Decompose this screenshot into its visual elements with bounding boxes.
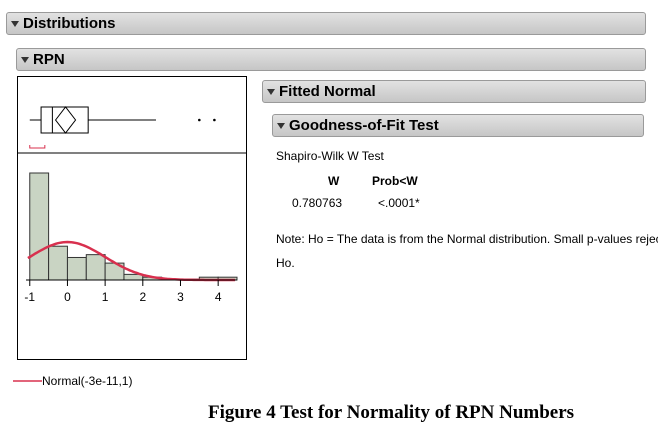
rpn-title: RPN	[33, 51, 65, 68]
histogram-bar-1	[48, 245, 68, 281]
prob-column-header: Prob<W	[372, 174, 418, 188]
histogram-bars	[29, 172, 238, 281]
fitted-normal-title: Fitted Normal	[279, 83, 376, 100]
shortest-half-bracket	[29, 145, 46, 149]
distributions-header[interactable]: Distributions	[6, 12, 646, 35]
disclosure-triangle-icon[interactable]	[267, 89, 275, 96]
outlier-point	[198, 118, 201, 122]
disclosure-triangle-icon[interactable]	[277, 123, 285, 130]
histogram-bar-2	[66, 256, 87, 281]
box-plot	[29, 106, 216, 149]
x-tick-label: 2	[139, 290, 146, 304]
w-column-header: W	[328, 174, 340, 188]
histogram-bar-3	[85, 254, 106, 281]
legend-label: Normal(-3e-11,1)	[42, 374, 133, 388]
figure-caption: Figure 4 Test for Normality of RPN Numbe…	[208, 402, 575, 423]
goodness-of-fit-title: Goodness-of-Fit Test	[289, 117, 439, 134]
x-tick-label: 4	[215, 290, 222, 304]
prob-value: <.0001*	[378, 196, 420, 210]
note-line-1: Note: Ho = The data is from the Normal d…	[276, 232, 658, 246]
x-tick-label: 3	[177, 290, 184, 304]
note-line-2: Ho.	[276, 256, 295, 270]
fitted-normal-header[interactable]: Fitted Normal	[262, 80, 646, 103]
legend-swatch	[13, 380, 42, 382]
distribution-plot[interactable]: -1 0 1 2 3 4	[18, 77, 246, 359]
distribution-plot-panel: -1 0 1 2 3 4	[17, 76, 247, 360]
x-tick-label: -1	[24, 290, 35, 304]
distributions-title: Distributions	[23, 15, 116, 32]
histogram-bar-0	[29, 172, 50, 281]
box	[40, 106, 89, 134]
test-name: Shapiro-Wilk W Test	[276, 149, 384, 163]
w-value: 0.780763	[292, 196, 343, 210]
disclosure-triangle-icon[interactable]	[21, 57, 29, 64]
outlier-point	[213, 118, 216, 122]
disclosure-triangle-icon[interactable]	[11, 21, 19, 28]
x-tick-label: 0	[64, 290, 71, 304]
rpn-header[interactable]: RPN	[16, 48, 646, 71]
goodness-of-fit-header[interactable]: Goodness-of-Fit Test	[272, 114, 644, 137]
x-tick-label: 1	[102, 290, 109, 304]
x-axis-ticks: -1 0 1 2 3 4	[24, 280, 222, 304]
mean-diamond	[54, 106, 77, 134]
